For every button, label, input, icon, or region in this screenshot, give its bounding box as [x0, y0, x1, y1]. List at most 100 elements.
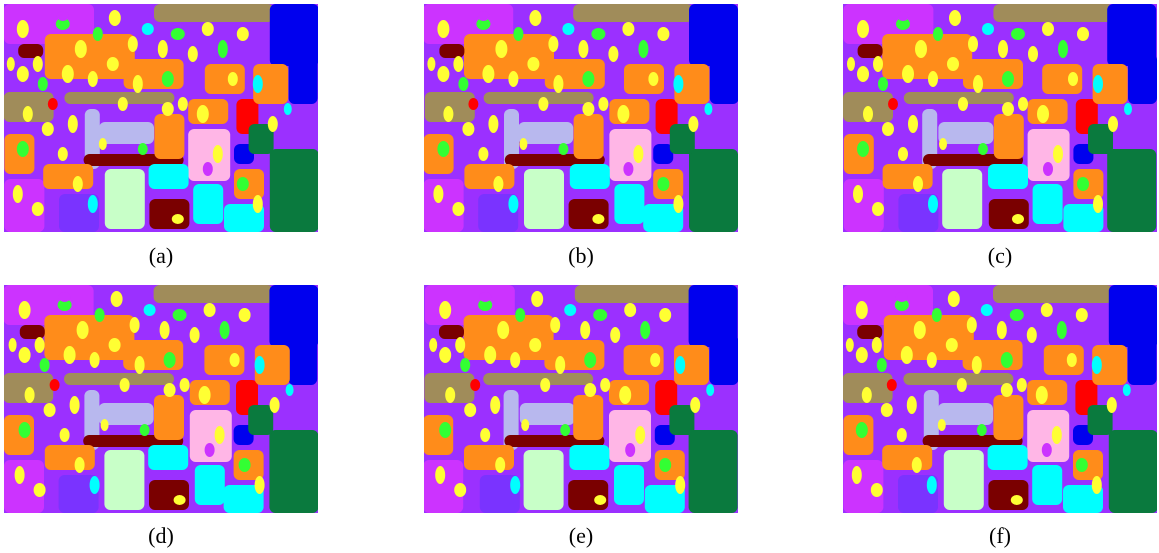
map-blob: [906, 396, 917, 414]
map-region: [1087, 405, 1113, 435]
map-blob: [584, 383, 597, 397]
map-region: [857, 44, 883, 58]
map-region: [148, 164, 189, 189]
map-blob: [18, 301, 31, 319]
map-blob: [898, 147, 908, 161]
map-blob: [204, 443, 215, 457]
map-blob: [1040, 303, 1053, 317]
map-blob: [132, 75, 143, 93]
map-region: [568, 199, 609, 229]
map-blob: [980, 304, 993, 316]
map-blob: [659, 308, 672, 322]
caption-b: (b): [568, 243, 594, 268]
map-region: [623, 345, 664, 375]
map-region: [1073, 450, 1103, 480]
map-blob: [453, 56, 464, 72]
map-blob: [47, 98, 58, 110]
map-region: [19, 325, 45, 339]
map-region: [624, 64, 664, 94]
map-region: [544, 340, 605, 370]
map-blob: [976, 424, 987, 436]
map-blob: [913, 321, 926, 339]
map-blob: [508, 71, 519, 87]
map-region: [154, 4, 274, 22]
map-region: [269, 4, 318, 66]
map-blob: [515, 308, 526, 322]
map-blob: [74, 457, 85, 473]
map-blob: [201, 22, 214, 36]
map-blob: [493, 176, 504, 192]
map-blob: [584, 352, 597, 368]
map-blob: [170, 28, 185, 40]
map-region: [993, 285, 1113, 303]
map-blob: [89, 476, 100, 494]
map-region: [464, 164, 515, 189]
map-blob: [39, 358, 50, 372]
map-region: [709, 335, 738, 385]
map-region: [149, 199, 190, 229]
map-blob: [1077, 177, 1089, 191]
map-region: [609, 410, 651, 462]
map-blob: [971, 356, 982, 374]
map-blob: [562, 23, 575, 35]
map-region: [669, 405, 695, 435]
map-region: [942, 169, 983, 229]
map-region: [568, 480, 609, 510]
map-blob: [1009, 309, 1024, 321]
map-blob: [267, 116, 278, 132]
map-blob: [947, 291, 960, 307]
map-region: [248, 405, 274, 435]
map-blob: [973, 75, 983, 93]
map-blob: [871, 337, 882, 353]
map-region: [149, 480, 189, 510]
map-blob: [933, 27, 943, 41]
map-region: [614, 184, 645, 224]
map-blob: [57, 299, 72, 311]
map-region: [1088, 124, 1113, 154]
map-blob: [900, 346, 913, 364]
classification-map-graphic: [843, 4, 1157, 232]
caption-e: (e): [568, 523, 594, 548]
map-blob: [14, 466, 25, 484]
classification-map-f: [843, 285, 1157, 513]
map-region: [882, 445, 933, 470]
map-blob: [94, 308, 105, 322]
map-blob: [623, 162, 634, 176]
map-blob: [1091, 356, 1102, 374]
map-blob: [171, 214, 184, 224]
map-blob: [902, 65, 914, 83]
map-blob: [690, 397, 701, 413]
map-blob: [894, 299, 909, 311]
map-blob: [110, 291, 123, 307]
map-region: [44, 445, 95, 470]
map-blob: [657, 27, 670, 41]
classification-map-graphic: [4, 285, 318, 513]
map-blob: [1012, 214, 1024, 224]
map-blob: [548, 36, 559, 52]
map-region: [573, 4, 694, 22]
map-blob: [187, 46, 198, 62]
map-region: [609, 99, 650, 124]
map-region: [988, 480, 1029, 510]
map-blob: [861, 387, 872, 403]
map-region: [882, 164, 933, 189]
map-blob: [622, 22, 635, 36]
map-region: [204, 345, 245, 375]
map-blob: [143, 304, 156, 316]
map-blob: [855, 301, 868, 319]
caption-f: (f): [989, 523, 1011, 548]
map-blob: [139, 424, 150, 436]
map-region: [644, 485, 685, 513]
map-region: [194, 465, 225, 505]
map-blob: [673, 195, 684, 213]
classification-map-a: [4, 4, 318, 232]
map-region: [154, 114, 185, 159]
map-region: [104, 169, 145, 229]
map-blob: [470, 379, 481, 391]
map-blob: [229, 353, 240, 367]
map-blob: [928, 195, 938, 213]
map-region: [204, 64, 245, 94]
map-region: [988, 164, 1028, 189]
map-blob: [74, 40, 87, 58]
map-blob: [476, 18, 491, 30]
